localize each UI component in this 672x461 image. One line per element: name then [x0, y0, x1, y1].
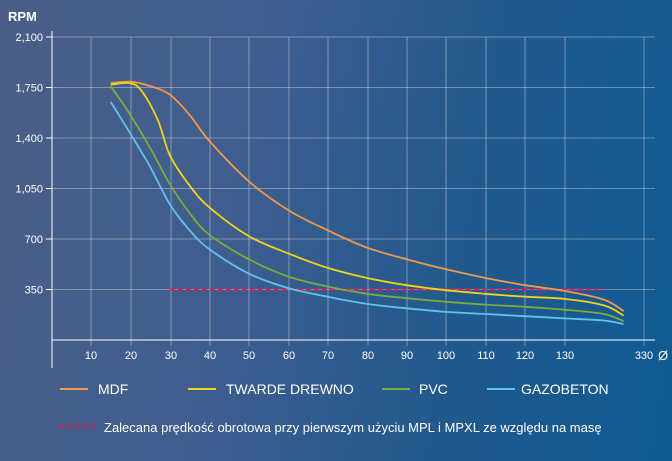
x-tick-label: 130: [556, 350, 574, 362]
series-lines: [109, 80, 625, 325]
y-tick-label: 350: [25, 285, 43, 297]
x-tick-label: 110: [477, 350, 495, 362]
series-line-mdf: [110, 80, 625, 312]
axes: [51, 31, 655, 368]
legend-label-mdf: MDF: [98, 381, 128, 397]
series-line-gazobeton: [109, 101, 624, 325]
x-tick-label: 120: [516, 350, 534, 362]
y-axis-unit-label: RPM: [8, 9, 37, 24]
x-tick-label: 80: [362, 350, 374, 362]
x-tick-label: 330: [635, 350, 653, 362]
reference-line-note: Zalecana prędkość obrotowa przy pierwszy…: [104, 420, 602, 435]
x-tick-label: 40: [204, 350, 216, 362]
x-tick-label: 50: [243, 350, 255, 362]
x-axis-unit-label: Ø: [658, 348, 668, 363]
y-tick-label: 2,100: [15, 32, 43, 44]
legend-label-gazobeton: GAZOBETON: [521, 381, 609, 397]
series-line-pvc: [109, 85, 624, 323]
x-tick-label: 60: [283, 350, 295, 362]
y-tick-labels: 2,100 1,750 1,400 1,050 700 350: [15, 32, 43, 297]
x-tick-label: 100: [437, 350, 455, 362]
y-tick-label: 1,050: [15, 184, 43, 196]
x-tick-labels: 10 20 30 40 50 60 70 80 90 100 110 120 130 330: [85, 350, 653, 362]
legend-label-twarde-drewno: TWARDE DREWNO: [226, 381, 354, 397]
y-tick-label: 1,750: [15, 83, 43, 95]
x-tick-label: 10: [85, 350, 97, 362]
legend-label-pvc: PVC: [419, 381, 448, 397]
series-line-twarde-drewno: [110, 81, 625, 317]
y-tick-label: 1,400: [15, 133, 43, 145]
x-tick-label: 70: [322, 350, 334, 362]
x-tick-label: 90: [401, 350, 413, 362]
x-tick-label: 20: [125, 350, 137, 362]
x-tick-label: 30: [165, 350, 177, 362]
legend: MDF TWARDE DREWNO PVC GAZOBETON: [60, 381, 609, 428]
y-tick-label: 700: [25, 234, 43, 246]
